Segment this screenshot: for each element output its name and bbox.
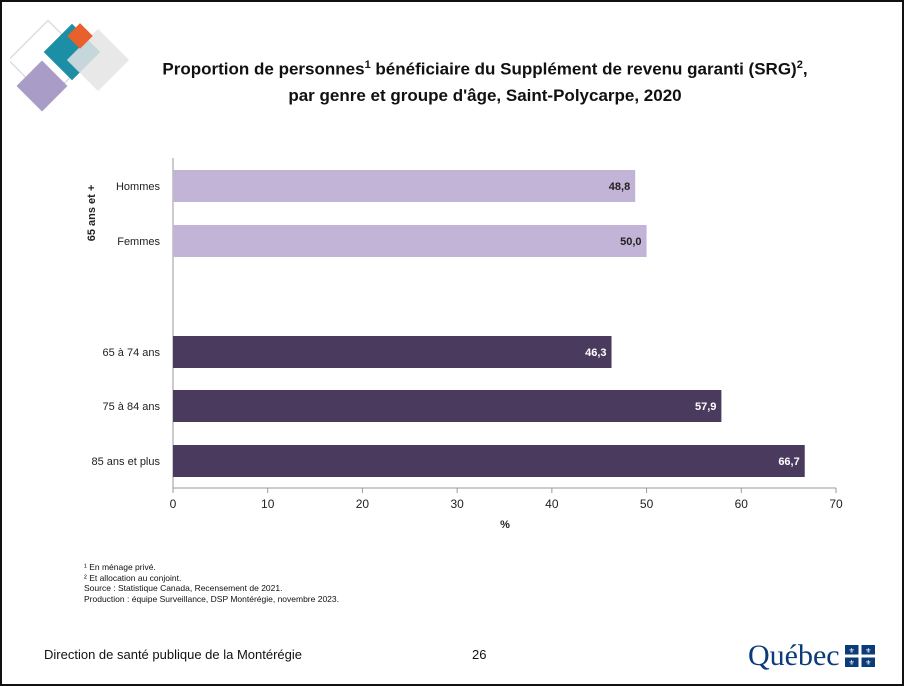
bar bbox=[173, 390, 722, 422]
footnote-production: Production : équipe Surveillance, DSP Mo… bbox=[84, 593, 339, 604]
chart-title: Proportion de personnes1 bénéficiaire du… bbox=[100, 52, 870, 109]
footer-organization: Direction de santé publique de la Montér… bbox=[44, 647, 303, 662]
x-tick-label: 70 bbox=[829, 497, 843, 511]
category-label: 85 ans et plus bbox=[92, 456, 161, 468]
footnote-source: Source : Statistique Canada, Recensement… bbox=[84, 583, 283, 593]
bar-value-label: 46,3 bbox=[585, 347, 606, 359]
title-sup-2: 2 bbox=[796, 59, 803, 71]
category-label: Hommes bbox=[116, 181, 161, 193]
x-tick-label: 0 bbox=[170, 497, 177, 511]
title-line1-b: bénéficiaire du Supplément de revenu gar… bbox=[370, 59, 797, 79]
title-sup-1: 1 bbox=[364, 59, 371, 71]
category-label: Femmes bbox=[117, 236, 160, 248]
bar bbox=[173, 170, 636, 202]
x-tick-label: 20 bbox=[356, 497, 370, 511]
bar-value-label: 66,7 bbox=[778, 456, 799, 468]
footnote-2: ² Et allocation au conjoint. bbox=[84, 572, 182, 583]
svg-text:⚜: ⚜ bbox=[865, 647, 871, 655]
svg-text:⚜: ⚜ bbox=[848, 647, 854, 655]
category-label: 75 à 84 ans bbox=[103, 401, 161, 413]
category-label: 65 à 74 ans bbox=[103, 347, 161, 359]
title-line1-a: Proportion de personnes bbox=[162, 59, 365, 79]
x-tick-label: 50 bbox=[640, 497, 654, 511]
x-tick-label: 40 bbox=[545, 497, 559, 511]
x-tick-label: 60 bbox=[735, 497, 749, 511]
quebec-logo: Québec ⚜ ⚜ ⚜ ⚜ bbox=[748, 632, 896, 680]
quebec-flag-icon: ⚜ ⚜ ⚜ ⚜ bbox=[844, 645, 875, 667]
bar bbox=[173, 225, 647, 257]
svg-text:⚜: ⚜ bbox=[865, 659, 871, 667]
bar-value-label: 50,0 bbox=[620, 236, 641, 248]
footnote-1: ¹ En ménage privé. bbox=[84, 562, 156, 572]
footnotes: ¹ En ménage privé. ² Et allocation au co… bbox=[84, 562, 339, 604]
quebec-logo-text: Québec bbox=[748, 639, 840, 672]
title-line-1: Proportion de personnes1 bénéficiaire du… bbox=[100, 52, 870, 83]
x-tick-label: 30 bbox=[450, 497, 464, 511]
x-tick-label: 10 bbox=[261, 497, 275, 511]
x-axis-label: % bbox=[500, 519, 510, 531]
title-line1-c: , bbox=[802, 59, 808, 79]
group-label: 65 ans et + bbox=[86, 185, 98, 242]
title-line-2: par genre et groupe d'âge, Saint-Polycar… bbox=[288, 85, 682, 105]
bar bbox=[173, 336, 612, 368]
decorative-diamonds-logo bbox=[10, 19, 130, 112]
bar-value-label: 48,8 bbox=[609, 181, 630, 193]
bar-value-label: 57,9 bbox=[695, 401, 716, 413]
bar bbox=[173, 445, 805, 477]
page-number: 26 bbox=[472, 647, 487, 662]
svg-text:⚜: ⚜ bbox=[848, 659, 854, 667]
